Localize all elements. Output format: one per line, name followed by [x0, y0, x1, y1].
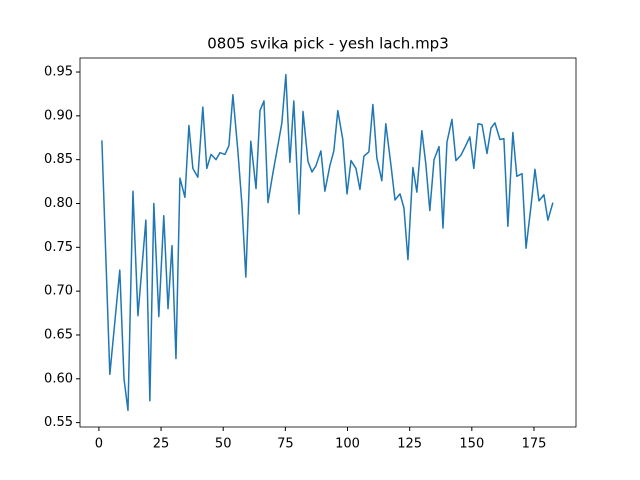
- x-tick-label: 75: [277, 437, 294, 452]
- data-line: [101, 73, 554, 412]
- y-tick-label: 0.55: [44, 415, 73, 430]
- y-tick-label: 0.90: [44, 108, 73, 123]
- plot-frame: [79, 57, 577, 428]
- x-tick-label: 125: [397, 437, 422, 452]
- x-tick-label: 150: [459, 437, 484, 452]
- chart-title: 0805 svika pick - yesh lach.mp3: [207, 35, 449, 53]
- y-tick-label: 0.95: [44, 65, 73, 80]
- x-tick-label: 175: [522, 437, 547, 452]
- x-tick-label: 0: [95, 437, 103, 452]
- y-tick-label: 0.65: [44, 327, 73, 342]
- x-tick-label: 100: [335, 437, 360, 452]
- y-tick-label: 0.70: [44, 284, 73, 299]
- y-tick-label: 0.85: [44, 152, 73, 167]
- y-tick-label: 0.60: [44, 371, 73, 386]
- x-tick-label: 25: [153, 437, 170, 452]
- y-tick-label: 0.80: [44, 196, 73, 211]
- y-tick-label: 0.75: [44, 240, 73, 255]
- x-tick-label: 50: [215, 437, 232, 452]
